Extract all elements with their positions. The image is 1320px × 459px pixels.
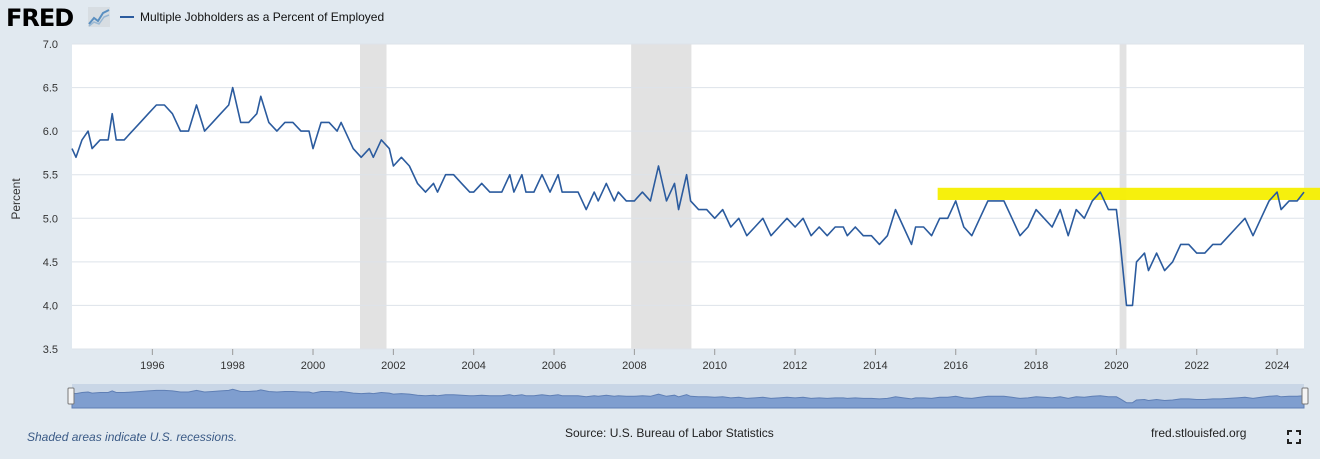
legend-series-title: Multiple Jobholders as a Percent of Empl…: [140, 10, 385, 24]
source-text: Source: U.S. Bureau of Labor Statistics: [565, 426, 774, 440]
navigator-handle-right: [1301, 387, 1309, 405]
x-tick-label: 2004: [461, 360, 485, 372]
y-tick-label: 6.0: [43, 126, 58, 138]
x-tick-label: 2018: [1024, 360, 1048, 372]
navigator-handle-left: [67, 387, 75, 405]
x-tick-label: 2006: [542, 360, 566, 372]
x-tick-label: 2010: [702, 360, 726, 372]
recession-note: Shaded areas indicate U.S. recessions.: [27, 430, 238, 444]
x-tick-label: 1996: [140, 360, 164, 372]
highlight-band: [937, 187, 1320, 200]
recession-band: [360, 44, 387, 349]
fred-chart-icon: [88, 7, 110, 27]
series-lines: [71, 86, 1305, 307]
y-tick-label: 5.0: [43, 213, 58, 225]
x-tick-label: 2012: [783, 360, 807, 372]
site-link[interactable]: fred.stlouisfed.org: [1151, 426, 1247, 440]
y-axis-ticks: 3.5 4.0 4.5 5.0 5.5 6.0 6.5 7.0: [43, 39, 58, 356]
x-tick-label: 1998: [220, 360, 244, 372]
y-tick-label: 3.5: [43, 344, 58, 356]
range-navigator[interactable]: [67, 384, 1309, 409]
x-tick-label: 2022: [1185, 360, 1209, 372]
y-tick-label: 6.5: [43, 83, 58, 95]
navigator-area: [71, 388, 1305, 409]
y-tick-label: 4.5: [43, 257, 58, 269]
highlight-rect: [937, 187, 1320, 200]
x-tick-label: 2002: [381, 360, 405, 372]
x-tick-label: 2016: [943, 360, 967, 372]
chart-legend: Multiple Jobholders as a Percent of Empl…: [120, 10, 384, 24]
fullscreen-icon[interactable]: [1287, 430, 1301, 444]
x-tick-label: 2020: [1104, 360, 1128, 372]
x-tick-label: 2000: [301, 360, 325, 372]
x-tick-label: 2008: [622, 360, 646, 372]
y-tick-label: 7.0: [43, 39, 58, 51]
fred-logo[interactable]: FRED: [6, 4, 74, 32]
series-line: [71, 86, 1305, 307]
x-axis-ticks: 1996 1998 2000 2002 2004 2006 2008 2010 2012 2014…: [140, 349, 1289, 372]
chart-header: FRED Multiple Jobholders as a Percent of…: [0, 0, 1320, 34]
x-tick-label: 2014: [863, 360, 887, 372]
recession-bands: [360, 44, 1127, 349]
x-tick-label: 2024: [1265, 360, 1289, 372]
legend-line-swatch: [120, 16, 134, 18]
y-axis-label: Percent: [9, 178, 23, 220]
y-tick-label: 4.0: [43, 300, 58, 312]
y-tick-label: 5.5: [43, 170, 58, 182]
